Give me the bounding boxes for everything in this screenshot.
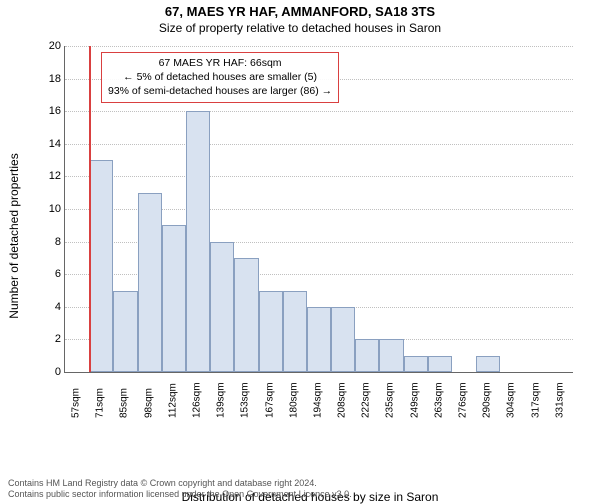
histogram-bar: [113, 291, 137, 373]
y-tick-label: 6: [41, 268, 61, 280]
x-tick-label: 249sqm: [403, 372, 427, 418]
histogram-bar: [162, 225, 186, 372]
histogram-bar: [404, 356, 428, 372]
x-tick-label: 222sqm: [354, 372, 378, 418]
property-marker-line: [89, 46, 91, 372]
histogram-bar: [210, 242, 234, 372]
y-tick-label: 18: [41, 73, 61, 85]
title-main: 67, MAES YR HAF, AMMANFORD, SA18 3TS: [0, 4, 600, 19]
y-tick-label: 10: [41, 203, 61, 215]
y-axis-label: Number of detached properties: [7, 153, 21, 318]
histogram-bar: [379, 339, 403, 372]
x-tick-label: 139sqm: [209, 372, 233, 418]
x-tick-label: 167sqm: [258, 372, 282, 418]
plot: 02468101214161820 67 MAES YR HAF: 66sqm …: [64, 46, 573, 373]
annotation-box: 67 MAES YR HAF: 66sqm ← 5% of detached h…: [101, 52, 339, 103]
y-tick-label: 0: [41, 366, 61, 378]
x-tick-label: 98sqm: [137, 372, 161, 418]
y-tick-label: 16: [41, 105, 61, 117]
x-ticks: 57sqm71sqm85sqm98sqm112sqm126sqm139sqm15…: [64, 372, 572, 418]
x-tick-label: 235sqm: [378, 372, 402, 418]
x-tick-label: 263sqm: [427, 372, 451, 418]
x-tick-label: 276sqm: [451, 372, 475, 418]
histogram-bar: [186, 111, 210, 372]
y-tick-label: 12: [41, 170, 61, 182]
x-tick-label: 317sqm: [524, 372, 548, 418]
histogram-bar: [355, 339, 379, 372]
histogram-bar: [234, 258, 258, 372]
histogram-bar: [331, 307, 355, 372]
histogram-bar: [476, 356, 500, 372]
x-tick-label: 112sqm: [161, 372, 185, 418]
histogram-bar: [283, 291, 307, 373]
y-tick-label: 2: [41, 333, 61, 345]
x-tick-label: 57sqm: [64, 372, 88, 418]
x-tick-label: 194sqm: [306, 372, 330, 418]
annotation-line3: 93% of semi-detached houses are larger (…: [108, 84, 332, 98]
x-tick-label: 71sqm: [88, 372, 112, 418]
chart-area: Number of detached properties 0246810121…: [48, 46, 572, 426]
annotation-line1: 67 MAES YR HAF: 66sqm: [108, 56, 332, 70]
x-tick-label: 208sqm: [330, 372, 354, 418]
histogram-bar: [307, 307, 331, 372]
x-tick-label: 304sqm: [499, 372, 523, 418]
x-tick-label: 126sqm: [185, 372, 209, 418]
annotation-line2: ← 5% of detached houses are smaller (5): [108, 70, 332, 84]
x-tick-label: 153sqm: [233, 372, 257, 418]
y-tick-label: 8: [41, 236, 61, 248]
footer-line2: Contains public sector information licen…: [8, 489, 352, 500]
x-tick-label: 331sqm: [548, 372, 572, 418]
x-tick-label: 180sqm: [282, 372, 306, 418]
y-tick-label: 4: [41, 301, 61, 313]
histogram-bar: [259, 291, 283, 373]
x-tick-label: 290sqm: [475, 372, 499, 418]
y-tick-label: 14: [41, 138, 61, 150]
histogram-bar: [428, 356, 452, 372]
title-sub: Size of property relative to detached ho…: [0, 21, 600, 35]
histogram-bar: [89, 160, 113, 372]
footer-line1: Contains HM Land Registry data © Crown c…: [8, 478, 352, 489]
y-tick-label: 20: [41, 40, 61, 52]
footer: Contains HM Land Registry data © Crown c…: [8, 478, 352, 500]
x-tick-label: 85sqm: [112, 372, 136, 418]
histogram-bar: [138, 193, 162, 372]
